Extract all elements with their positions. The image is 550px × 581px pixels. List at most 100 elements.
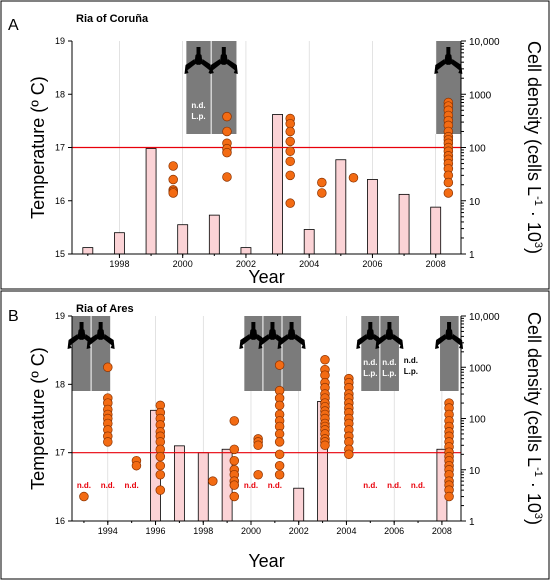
x-tick-label: 2006 <box>384 526 404 536</box>
cell-density-point <box>168 188 178 198</box>
panel-b: n.d. L.p. n.d. L.p. n.d. L.p. n.d. n.d. n.d. n.d.… <box>8 303 544 571</box>
lp-label: L.p. <box>404 367 418 376</box>
y-tick-label: 16 <box>55 196 65 206</box>
y2-tick-label: 10,000 <box>469 312 500 323</box>
temperature-bar <box>82 247 94 255</box>
y2-tick-label: 10 <box>469 197 481 208</box>
cell-density-point <box>168 161 178 171</box>
x-axis-title: Year <box>248 551 284 571</box>
temperature-bar <box>208 214 220 255</box>
cell-density-point <box>285 126 295 137</box>
temperature-bar <box>335 159 347 255</box>
lp-cell-icon <box>434 47 463 74</box>
y2-axis-title-part: -1 <box>532 196 544 206</box>
panel-letter: B <box>8 308 19 325</box>
cell-density-point <box>229 480 240 490</box>
cell-density-point <box>285 170 295 181</box>
y2-axis-title-part: Cell density (cells L <box>524 312 544 467</box>
cell-density-point <box>155 485 166 495</box>
cell-density-point <box>222 126 232 137</box>
cell-density-point <box>285 146 295 157</box>
nd-label: n.d. <box>77 481 91 490</box>
x-tick-label: 2004 <box>299 259 319 269</box>
cell-density-point <box>79 491 89 502</box>
panel-title: Ria of Ares <box>76 303 134 315</box>
lp-cell-icon <box>435 322 464 349</box>
temperature-bar <box>430 206 442 255</box>
x-axis-title: Year <box>248 267 284 287</box>
cell-density-point <box>229 455 240 466</box>
x-tick-label: 2002 <box>236 259 256 269</box>
y-tick-label: 17 <box>55 143 65 153</box>
temperature-bar <box>272 114 283 255</box>
cell-density-point <box>222 147 232 158</box>
lp-cell-icon <box>375 322 404 349</box>
temperature-bar <box>367 179 378 255</box>
nd-label: n.d. <box>404 356 418 365</box>
y2-axis-title-part: ) <box>524 519 544 525</box>
temperature-bar <box>145 148 157 255</box>
y-axis-title: Temperature (º C) <box>28 76 48 219</box>
lp-cell-icon <box>184 47 213 74</box>
y2-axis-title-part: Cell density (cells L <box>524 41 544 196</box>
temperature-bar <box>303 229 315 255</box>
lp-cell-icon <box>86 322 115 349</box>
y2-axis-title: Cell density (cells L-1 · 103) <box>524 41 544 254</box>
lp-cell-icon <box>277 322 306 349</box>
cell-density-point <box>168 174 178 185</box>
nd-label: n.d. <box>101 481 115 490</box>
grey-box-label: L.p. <box>363 369 377 378</box>
cell-density-point <box>131 460 142 471</box>
nd-label: n.d. <box>244 481 258 490</box>
temperature-bar <box>177 224 189 255</box>
cell-density-point <box>222 111 232 122</box>
cell-density-point <box>229 491 240 502</box>
cell-density-point <box>274 449 285 460</box>
x-tick-label: 2002 <box>289 526 309 536</box>
y-tick-label: 18 <box>55 89 65 99</box>
cell-density-point <box>155 469 166 480</box>
temperature-bar <box>173 445 185 522</box>
cell-density-point <box>317 188 327 198</box>
temperature-bar <box>240 247 252 255</box>
panel-b-border <box>0 290 550 580</box>
grey-box-label: L.p. <box>191 112 205 121</box>
panel-letter: A <box>8 17 19 34</box>
cell-density-point <box>285 198 295 208</box>
y-tick-label: 17 <box>55 448 65 458</box>
y2-axis-title-part: · 10 <box>524 206 544 242</box>
cell-density-point <box>222 172 232 182</box>
y2-tick-label: 1000 <box>469 90 492 101</box>
y2-axis-title-part: 3 <box>532 242 544 248</box>
cell-density-point <box>443 188 454 198</box>
x-tick-label: 1994 <box>98 526 118 536</box>
cell-density-point <box>103 362 113 373</box>
y2-axis-title-part: -1 <box>532 467 544 477</box>
y2-tick-label: 1 <box>469 250 475 261</box>
cell-density-point <box>274 437 285 447</box>
cell-density-point <box>348 173 359 183</box>
cell-density-point <box>274 460 285 471</box>
cell-density-point <box>155 460 166 471</box>
cell-density-point <box>253 469 263 480</box>
y-tick-label: 18 <box>55 379 65 389</box>
panel-a-border <box>0 0 550 290</box>
cell-density-point <box>229 416 240 426</box>
y2-tick-label: 10,000 <box>469 37 500 48</box>
panel-title: Ria of Coruña <box>76 13 149 25</box>
x-tick-label: 2008 <box>426 259 446 269</box>
x-tick-label: 2004 <box>336 526 356 536</box>
y2-tick-label: 10 <box>469 466 481 477</box>
y-tick-label: 15 <box>55 249 65 259</box>
cell-density-point <box>344 449 354 460</box>
cell-density-point <box>253 440 263 451</box>
cell-density-point <box>285 156 295 167</box>
x-tick-label: 1998 <box>109 259 129 269</box>
nd-label: n.d. <box>268 481 282 490</box>
temperature-bar <box>197 452 209 522</box>
x-tick-label: 2000 <box>173 259 193 269</box>
grey-box-label: n.d. <box>382 358 396 367</box>
cell-density-point <box>443 177 454 188</box>
y-axis-title: Temperature (º C) <box>28 347 48 490</box>
